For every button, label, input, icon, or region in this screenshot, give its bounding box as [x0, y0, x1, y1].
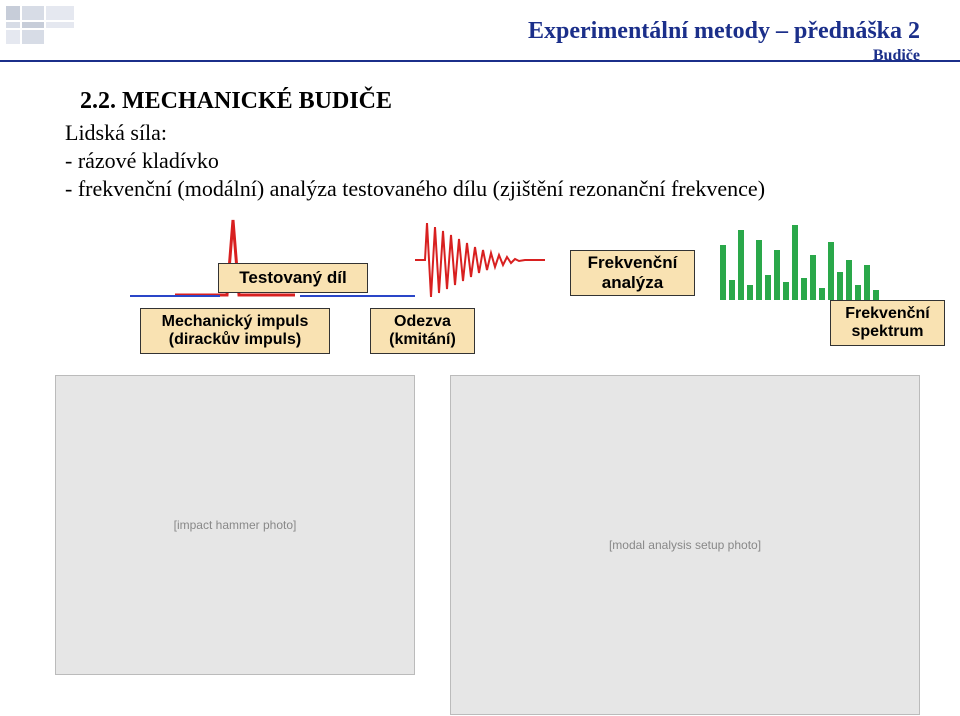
slide-subtitle: Budiče — [528, 47, 920, 65]
response-wave-icon — [415, 215, 545, 305]
body-line-1: Lidská síla: — [65, 120, 167, 146]
label-response: Odezva(kmitání) — [370, 308, 475, 354]
body-line-3: - frekvenční (modální) analýza testované… — [65, 176, 765, 202]
label-mech-impulse: Mechanický impuls(dirackův impuls) — [140, 308, 330, 354]
header-rule — [0, 60, 960, 62]
spectrum-bars-icon — [720, 220, 880, 300]
image-impact-hammer: [impact hammer photo] — [55, 375, 415, 675]
slide-title: Experimentální metody – přednáška 2 — [528, 18, 920, 45]
body-line-2: - rázové kladívko — [65, 148, 219, 174]
connector-line — [300, 295, 415, 297]
label-tested-part: Testovaný díl — [218, 263, 368, 293]
image-modal-setup: [modal analysis setup photo] — [450, 375, 920, 715]
slide-header: Experimentální metody – přednáška 2 Budi… — [528, 18, 920, 65]
corner-decor — [6, 6, 86, 56]
label-freq-spectrum: Frekvenčníspektrum — [830, 300, 945, 346]
connector-line — [130, 295, 220, 297]
label-freq-analysis: Frekvenčníanalýza — [570, 250, 695, 296]
section-heading: 2.2. MECHANICKÉ BUDIČE — [80, 88, 392, 115]
